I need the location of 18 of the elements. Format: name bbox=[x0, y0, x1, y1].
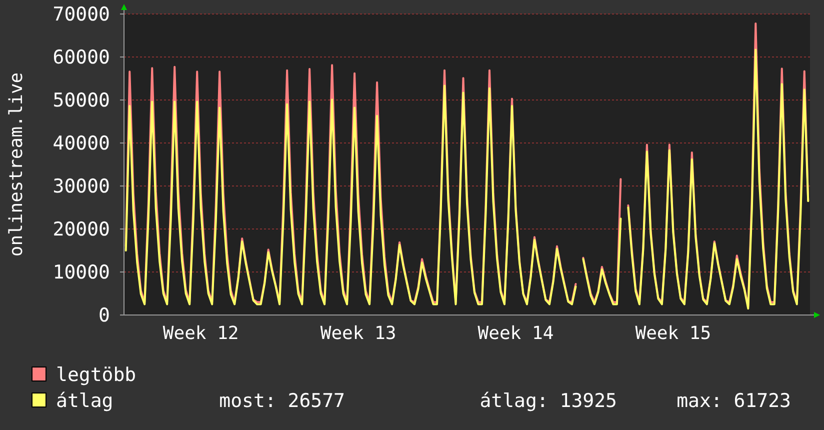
y-tick-label: 60000 bbox=[52, 46, 110, 69]
y-tick-label: 30000 bbox=[52, 176, 110, 198]
text: max: 61723 bbox=[676, 390, 791, 412]
y-axis-title: onlinestream.live bbox=[6, 72, 27, 257]
y-tick-label: 40000 bbox=[52, 132, 110, 155]
text: átlag: 13925 bbox=[480, 390, 617, 412]
legend-label: átlag bbox=[56, 390, 114, 412]
text: most: 26577 bbox=[219, 390, 345, 412]
y-tick-label: 50000 bbox=[52, 90, 110, 112]
y-tick-label: 0 bbox=[98, 304, 110, 327]
x-tick-label: Week 13 bbox=[320, 323, 396, 344]
legend-label: legtöbb bbox=[56, 364, 136, 386]
y-tick-label: 20000 bbox=[52, 218, 110, 241]
x-tick-label: Week 12 bbox=[162, 323, 239, 344]
x-tick-label: Week 14 bbox=[478, 323, 554, 344]
y-tick-label: 10000 bbox=[52, 262, 110, 284]
y-tick-label: 70000 bbox=[52, 4, 110, 26]
x-tick-label: Week 15 bbox=[635, 323, 712, 344]
